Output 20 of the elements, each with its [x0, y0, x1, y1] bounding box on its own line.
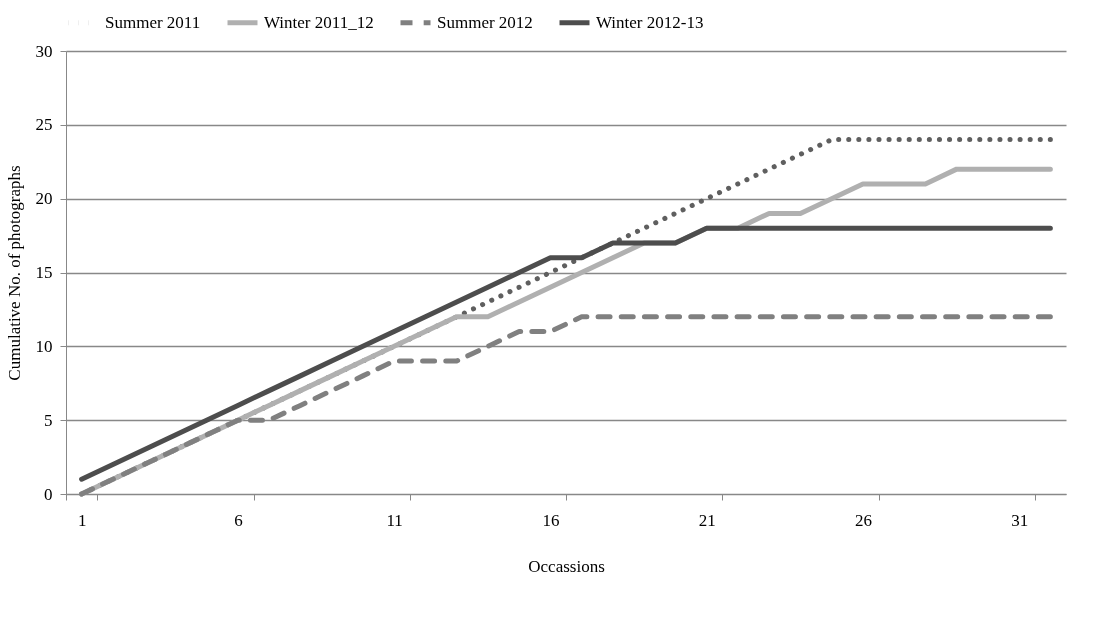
legend-label: Summer 2011 — [105, 12, 201, 32]
x-tick-label: 11 — [386, 510, 403, 530]
x-tick-label: 31 — [1011, 510, 1029, 530]
x-tick-label: 26 — [854, 510, 872, 530]
y-tick-label: 10 — [35, 336, 53, 356]
y-tick-label: 5 — [44, 410, 53, 430]
legend-label: Winter 2012-13 — [596, 12, 704, 32]
y-tick-label: 25 — [35, 115, 53, 135]
y-tick-label: 15 — [35, 263, 53, 282]
legend-label: Summer 2012 — [437, 12, 533, 32]
legend-label: Winter 2011_12 — [264, 12, 374, 32]
y-axis-title: Cumulative No. of photographs — [4, 165, 24, 381]
x-tick-label: 16 — [542, 510, 560, 530]
x-axis-title: Occassions — [528, 556, 605, 576]
y-tick-label: 0 — [44, 484, 53, 504]
y-tick-label: 30 — [35, 41, 53, 61]
y-tick-label: 20 — [35, 189, 53, 209]
x-tick-label: 21 — [698, 510, 716, 530]
x-tick-label: 1 — [77, 510, 87, 530]
x-tick-label: 6 — [234, 510, 243, 530]
